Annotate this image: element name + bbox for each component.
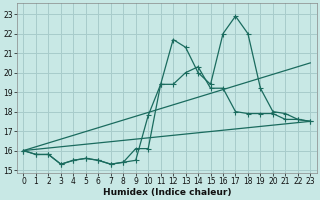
X-axis label: Humidex (Indice chaleur): Humidex (Indice chaleur): [103, 188, 231, 197]
